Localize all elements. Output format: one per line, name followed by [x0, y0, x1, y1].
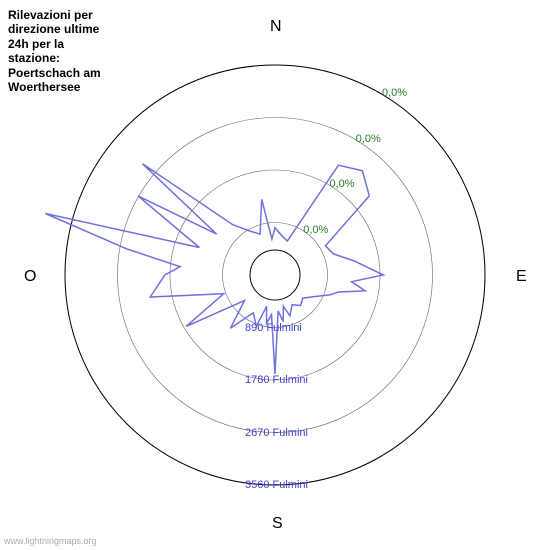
ring-pct-label: 0,0% — [303, 224, 328, 236]
ring-pct-label: 0,0% — [382, 87, 407, 99]
chart-title: Rilevazioni per direzione ultime 24h per… — [8, 8, 118, 94]
ring-count-label: 2670 Fulmini — [245, 427, 308, 439]
cardinal-o: O — [24, 268, 36, 286]
ring-count-label: 3560 Fulmini — [245, 479, 308, 491]
cardinal-s: S — [272, 515, 283, 533]
ring-count-label: 1780 Fulmini — [245, 374, 308, 386]
ring-pct-label: 0,0% — [330, 178, 355, 190]
cardinal-n: N — [270, 18, 282, 36]
ring-pct-label: 0,0% — [356, 133, 381, 145]
footer-credit: www.lightningmaps.org — [4, 536, 97, 546]
ring-count-label: 890 Fulmini — [245, 322, 302, 334]
cardinal-e: E — [516, 268, 527, 286]
